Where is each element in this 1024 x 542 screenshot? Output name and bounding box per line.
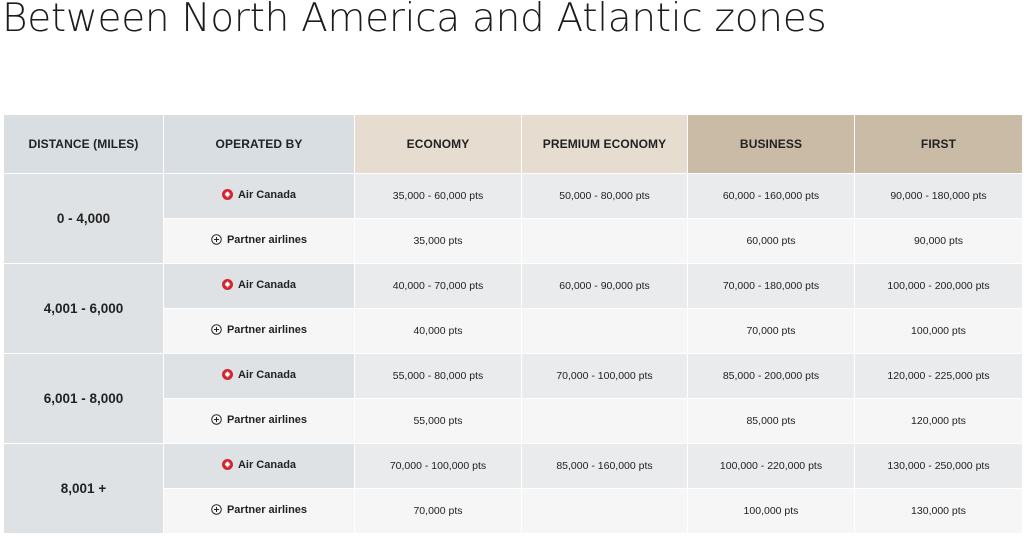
table-row: 6,001 - 8,000 Air Canada 55,000 - 80,000 p… xyxy=(3,353,1023,444)
price-first: 120,000 pts xyxy=(854,398,1023,444)
price-premium-economy xyxy=(521,398,688,444)
operator-air-canada: Air Canada xyxy=(163,173,355,219)
header-premium-economy: PREMIUM ECONOMY xyxy=(521,114,688,174)
award-chart-table: DISTANCE (MILES) OPERATED BY ECONOMY PRE… xyxy=(3,114,1023,534)
price-economy: 70,000 pts xyxy=(354,488,522,534)
maple-leaf-icon xyxy=(221,279,233,291)
operator-partner-airlines: Partner airlines xyxy=(163,398,355,444)
partner-plus-circle-icon xyxy=(211,504,222,516)
table-row: 8,001 + Air Canada 70,000 - 100,000 pts 85,… xyxy=(3,443,1023,534)
price-business: 60,000 - 160,000 pts xyxy=(687,173,855,219)
header-business: BUSINESS xyxy=(687,114,855,174)
operator-air-canada: Air Canada xyxy=(163,443,355,489)
price-premium-economy: 50,000 - 80,000 pts xyxy=(521,173,688,219)
price-premium-economy xyxy=(521,218,688,264)
operator-air-canada: Air Canada xyxy=(163,263,355,309)
table-row: 0 - 4,000 Air Canada 35,000 - 60,000 pts 50… xyxy=(3,173,1023,264)
price-business: 85,000 pts xyxy=(687,398,855,444)
table-row: Partner airlines 70,000 pts 100,000 pts 130… xyxy=(4,488,1023,534)
table-row: 4,001 - 6,000 Air Canada 40,000 - 70,000 p… xyxy=(3,263,1023,354)
maple-leaf-icon xyxy=(221,369,233,381)
table-header-row: DISTANCE (MILES) OPERATED BY ECONOMY PRE… xyxy=(3,114,1023,174)
price-premium-economy: 85,000 - 160,000 pts xyxy=(521,443,688,489)
price-business: 70,000 pts xyxy=(687,308,855,354)
operator-label: Partner airlines xyxy=(226,233,308,246)
operator-label: Partner airlines xyxy=(226,503,308,516)
price-economy: 35,000 pts xyxy=(354,218,522,264)
price-economy: 35,000 - 60,000 pts xyxy=(354,173,522,219)
distance-cell: 6,001 - 8,000 xyxy=(3,353,164,444)
operator-label: Air Canada xyxy=(237,458,297,471)
price-economy: 55,000 pts xyxy=(354,398,522,444)
partner-plus-circle-icon xyxy=(211,324,222,336)
price-economy: 40,000 pts xyxy=(354,308,522,354)
operator-label: Air Canada xyxy=(237,188,297,201)
operator-label: Partner airlines xyxy=(226,323,308,336)
table-row: Partner airlines 55,000 pts 85,000 pts 120,… xyxy=(4,398,1023,444)
distance-cell: 0 - 4,000 xyxy=(3,173,164,264)
price-first: 130,000 - 250,000 pts xyxy=(854,443,1023,489)
operator-label: Partner airlines xyxy=(226,413,308,426)
operator-partner-airlines: Partner airlines xyxy=(163,488,355,534)
operator-air-canada: Air Canada xyxy=(163,353,355,399)
price-premium-economy: 60,000 - 90,000 pts xyxy=(521,263,688,309)
page-title: Between North America and Atlantic zones xyxy=(2,0,827,41)
header-economy: ECONOMY xyxy=(354,114,522,174)
maple-leaf-icon xyxy=(221,459,233,471)
price-premium-economy: 70,000 - 100,000 pts xyxy=(521,353,688,399)
price-premium-economy xyxy=(521,488,688,534)
price-business: 100,000 - 220,000 pts xyxy=(687,443,855,489)
table-body: 0 - 4,000 Air Canada 35,000 - 60,000 pts 50… xyxy=(3,173,1023,534)
price-business: 85,000 - 200,000 pts xyxy=(687,353,855,399)
price-economy: 40,000 - 70,000 pts xyxy=(354,263,522,309)
price-business: 100,000 pts xyxy=(687,488,855,534)
partner-plus-circle-icon xyxy=(211,234,222,246)
maple-leaf-icon xyxy=(221,189,233,201)
operator-label: Air Canada xyxy=(237,278,297,291)
header-distance: DISTANCE (MILES) xyxy=(3,114,164,174)
price-premium-economy xyxy=(521,308,688,354)
price-first: 100,000 pts xyxy=(854,308,1023,354)
price-first: 120,000 - 225,000 pts xyxy=(854,353,1023,399)
price-first: 130,000 pts xyxy=(854,488,1023,534)
price-first: 90,000 pts xyxy=(854,218,1023,264)
price-first: 90,000 - 180,000 pts xyxy=(854,173,1023,219)
table-row: Partner airlines 40,000 pts 70,000 pts 100,… xyxy=(4,308,1023,354)
price-business: 70,000 - 180,000 pts xyxy=(687,263,855,309)
header-operated-by: OPERATED BY xyxy=(163,114,355,174)
header-first: FIRST xyxy=(854,114,1023,174)
price-first: 100,000 - 200,000 pts xyxy=(854,263,1023,309)
distance-cell: 8,001 + xyxy=(3,443,164,534)
table-row: Partner airlines 35,000 pts 60,000 pts 90,0… xyxy=(4,218,1023,264)
distance-cell: 4,001 - 6,000 xyxy=(3,263,164,354)
operator-partner-airlines: Partner airlines xyxy=(163,308,355,354)
operator-label: Air Canada xyxy=(237,368,297,381)
price-economy: 70,000 - 100,000 pts xyxy=(354,443,522,489)
operator-partner-airlines: Partner airlines xyxy=(163,218,355,264)
partner-plus-circle-icon xyxy=(211,414,222,426)
price-economy: 55,000 - 80,000 pts xyxy=(354,353,522,399)
price-business: 60,000 pts xyxy=(687,218,855,264)
